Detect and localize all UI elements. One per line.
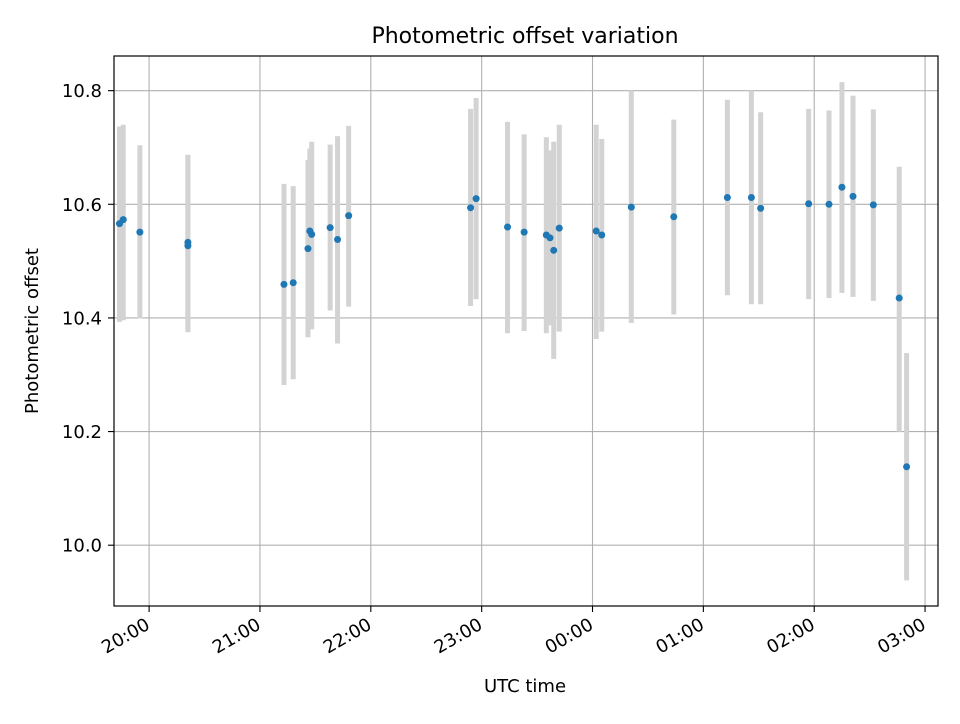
data-points: [116, 183, 911, 471]
y-tick-label: 10.6: [62, 195, 102, 216]
data-point: [723, 193, 731, 201]
data-point: [326, 224, 334, 232]
chart-title: Photometric offset variation: [371, 24, 678, 49]
data-point: [670, 213, 678, 221]
data-point: [280, 280, 288, 288]
data-point: [592, 227, 600, 235]
data-point: [849, 192, 857, 200]
y-tick-label: 10.2: [62, 422, 102, 443]
data-point: [895, 294, 903, 302]
data-point: [838, 183, 846, 191]
data-point: [598, 231, 606, 239]
data-point: [304, 245, 312, 253]
y-tick-label: 10.8: [62, 81, 102, 102]
data-point: [550, 246, 558, 254]
data-point: [119, 216, 127, 224]
data-point: [869, 201, 877, 209]
x-axis-label: UTC time: [484, 676, 566, 697]
y-axis-label: Photometric offset: [22, 248, 43, 414]
data-point: [520, 228, 528, 236]
y-tick-label: 10.4: [62, 308, 102, 329]
y-axis-ticks: 10.0 10.2 10.4 10.6 10.8: [62, 81, 114, 557]
data-point: [627, 203, 635, 211]
data-point: [467, 204, 475, 212]
data-point: [903, 463, 911, 471]
data-point: [289, 279, 297, 287]
y-tick-label: 10.0: [62, 536, 102, 557]
data-point: [825, 200, 833, 208]
data-point: [504, 223, 512, 231]
data-point: [334, 236, 342, 244]
data-point: [136, 228, 144, 236]
data-point: [184, 242, 192, 250]
data-point: [308, 230, 316, 238]
data-point: [757, 204, 765, 212]
data-point: [472, 195, 480, 203]
data-point: [546, 234, 554, 242]
data-point: [345, 212, 353, 220]
grid-lines: [114, 56, 938, 606]
data-point: [747, 193, 755, 201]
data-point: [555, 224, 563, 232]
data-point: [805, 200, 813, 208]
plot-frame: [113, 55, 939, 607]
